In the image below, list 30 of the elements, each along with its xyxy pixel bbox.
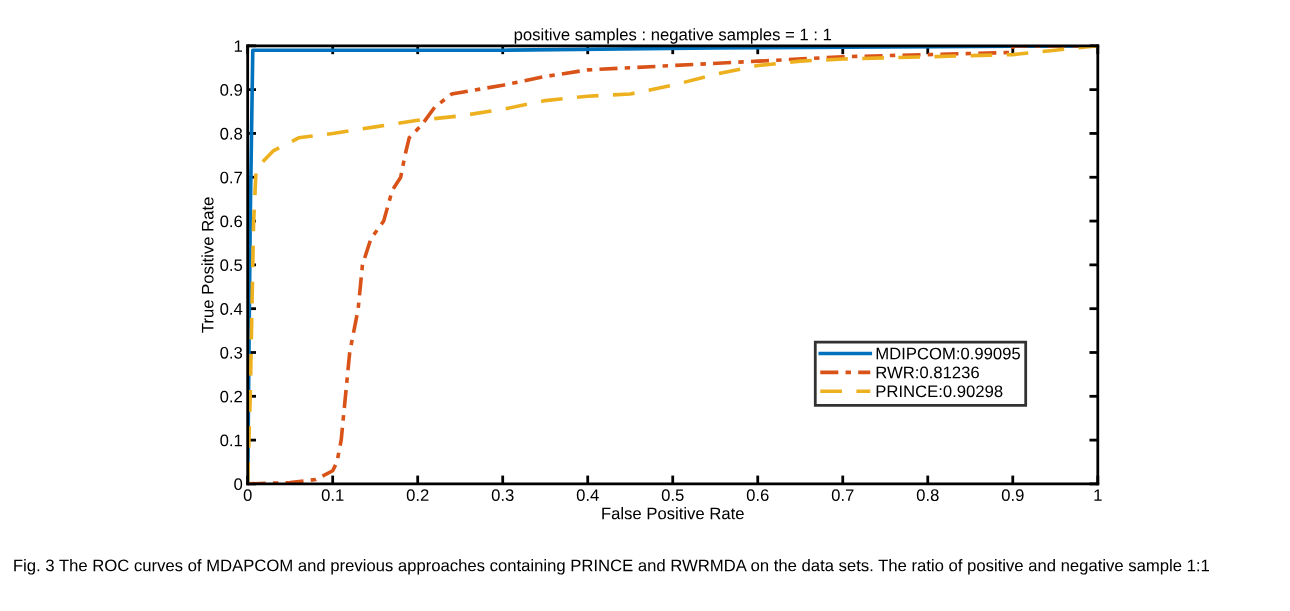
x-tick-label: 0.8 xyxy=(916,489,939,502)
y-tick-label: 0.1 xyxy=(220,434,243,447)
legend-label: PRINCE:0.90298 xyxy=(876,385,1003,398)
x-tick-label: 0.1 xyxy=(321,489,344,502)
x-tick-label: 0 xyxy=(243,489,252,502)
y-axis-title: True Positive Rate xyxy=(201,197,214,333)
x-tick-label: 0.9 xyxy=(1001,489,1024,502)
y-tick-label: 0.7 xyxy=(220,171,242,184)
x-tick-label: 0.3 xyxy=(491,489,514,502)
y-tick-label: 0.8 xyxy=(220,127,243,140)
x-axis-title: False Positive Rate xyxy=(602,507,744,520)
legend-label: RWR:0.81236 xyxy=(876,366,979,379)
x-tick-label: 0.5 xyxy=(661,489,684,502)
x-tick-label: 0.2 xyxy=(406,489,429,502)
y-tick-label: 0.5 xyxy=(220,259,243,272)
x-tick-label: 0.7 xyxy=(831,489,854,502)
y-tick-label: 0.2 xyxy=(220,390,242,403)
y-tick-label: 1 xyxy=(234,40,243,52)
y-tick-label: 0.9 xyxy=(220,84,243,96)
x-tick-label: 0.4 xyxy=(576,489,599,502)
y-tick-label: 0.3 xyxy=(220,346,243,359)
x-tick-label: 0.6 xyxy=(746,489,769,502)
y-tick-label: 0 xyxy=(234,478,243,491)
caption: Fig. 3 The ROC curves of MDAPCOM and previous approaches containing PRINCE and RWRMDA on the data sets. The ratio of positive and negative sample 1:1 xyxy=(14,559,1210,575)
chart-title: positive samples : negative samples = 1 : 1 xyxy=(514,28,832,44)
x-tick-label: 1 xyxy=(1094,489,1102,501)
legend-label: MDIPCOM:0.99095 xyxy=(876,347,1021,360)
line-series xyxy=(247,45,1098,484)
y-tick-label: 0.6 xyxy=(220,215,243,228)
y-tick-label: 0.4 xyxy=(220,303,243,315)
